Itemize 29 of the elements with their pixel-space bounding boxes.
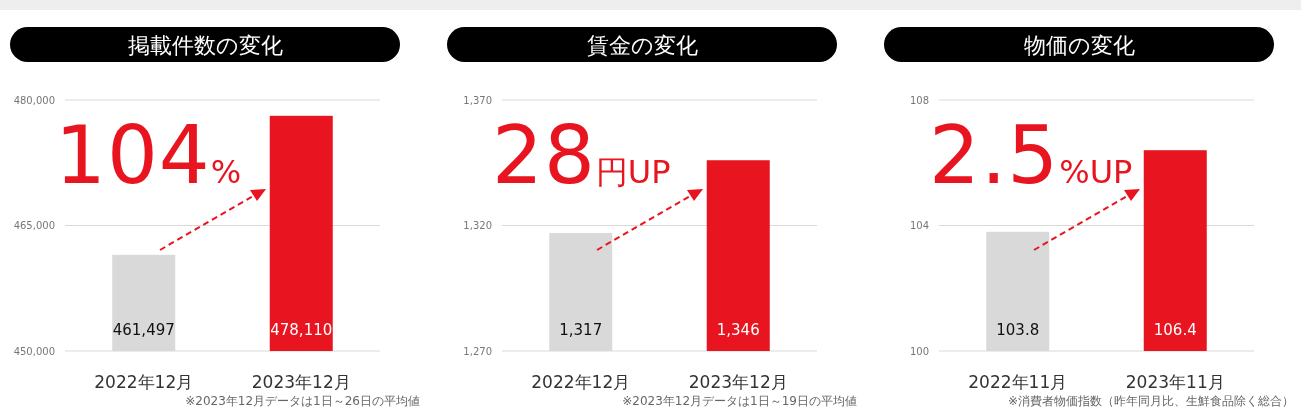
y-tick-label: 1,370 bbox=[463, 94, 492, 106]
x-tick-label: 2023年12月 bbox=[251, 372, 351, 392]
data-label: 1,346 bbox=[716, 321, 760, 339]
x-tick-label: 2022年12月 bbox=[94, 372, 194, 392]
data-label: 1,317 bbox=[559, 321, 603, 339]
y-tick-label: 465,000 bbox=[13, 220, 55, 231]
data-label: 461,497 bbox=[112, 321, 175, 339]
text: ※2023年12月データは1日～26日の平均値 bbox=[185, 394, 420, 408]
text: ※消費者物価指数（昨年同月比、生鮮食品除く総合） bbox=[1007, 394, 1294, 408]
y-tick-label: 1,320 bbox=[463, 220, 492, 231]
y-tick-label: 450,000 bbox=[13, 345, 55, 357]
y-tick-label: 104 bbox=[909, 220, 929, 231]
x-tick-label: 2023年11月 bbox=[1125, 372, 1225, 392]
x-tick-label: 2022年11月 bbox=[968, 372, 1068, 392]
y-tick-label: 480,000 bbox=[13, 94, 55, 106]
y-tick-label: 1,270 bbox=[463, 345, 492, 357]
annotation: 2.5%UP bbox=[929, 109, 1133, 202]
chart-title: 掲載件数の変化 bbox=[127, 33, 283, 58]
data-label: 478,110 bbox=[270, 321, 333, 339]
chart-title: 賃金の変化 bbox=[586, 33, 698, 58]
x-tick-label: 2022年12月 bbox=[531, 372, 631, 392]
y-tick-label: 100 bbox=[909, 345, 929, 357]
data-label: 106.4 bbox=[1153, 321, 1197, 339]
annotation: 104% bbox=[55, 109, 242, 202]
text: ※2023年12月データは1日～19日の平均値 bbox=[622, 394, 857, 408]
y-tick-label: 108 bbox=[909, 94, 929, 106]
x-tick-label: 2023年12月 bbox=[688, 372, 788, 392]
chart-title: 物価の変化 bbox=[1023, 33, 1135, 58]
data-label: 103.8 bbox=[996, 321, 1040, 339]
